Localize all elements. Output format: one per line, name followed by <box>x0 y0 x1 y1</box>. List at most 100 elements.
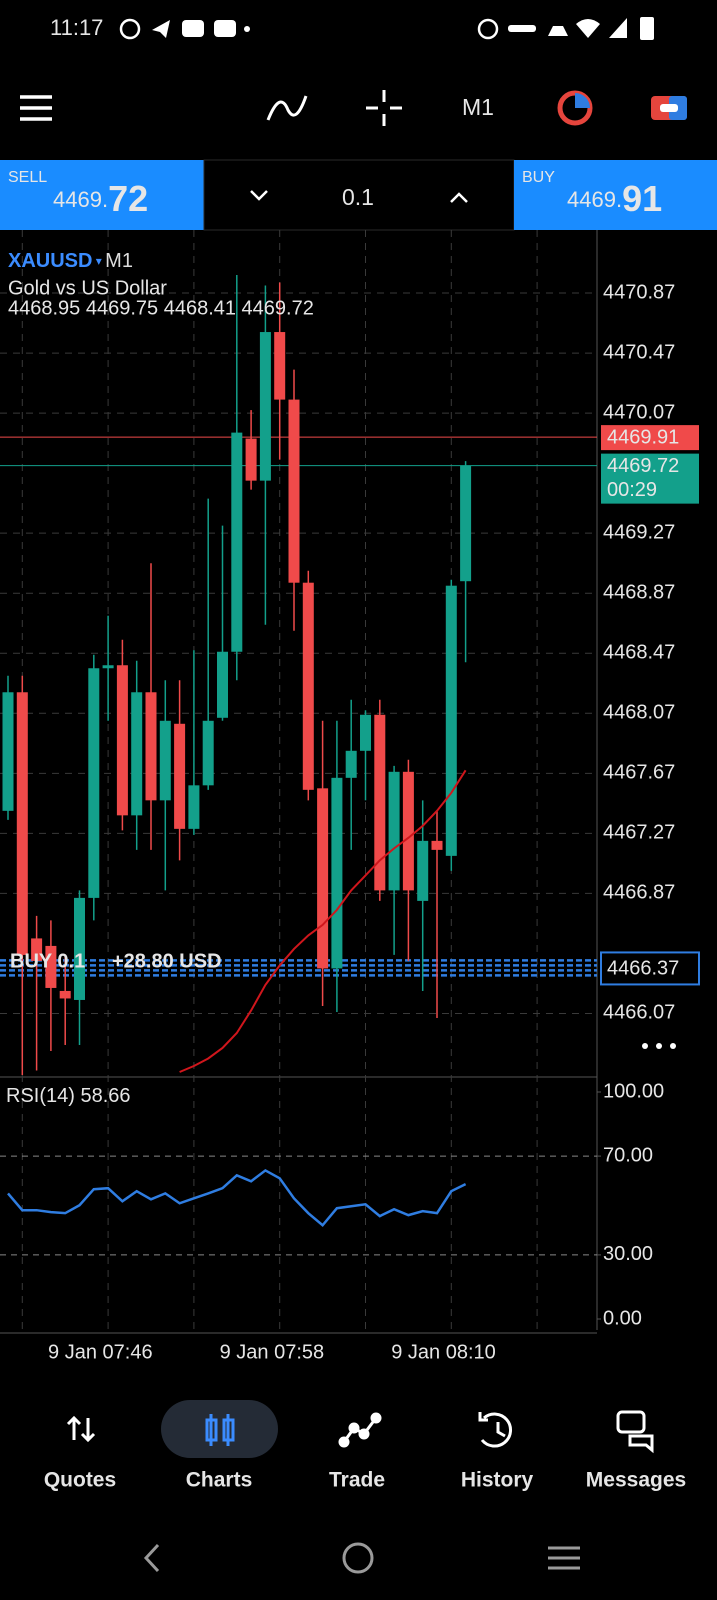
candle-body <box>360 714 371 751</box>
candle-body <box>45 945 57 988</box>
buy-button[interactable] <box>514 160 717 230</box>
one-click-button[interactable] <box>557 90 593 126</box>
nav-recents[interactable] <box>548 1546 580 1570</box>
nav-tab-label[interactable]: Messages <box>586 1469 686 1492</box>
timeframe-button[interactable]: M1 <box>462 94 494 120</box>
time-tick-label: 9 Jan 07:58 <box>220 1341 325 1363</box>
nav-tab-label[interactable]: Quotes <box>44 1469 116 1492</box>
rsi-line <box>7 1168 467 1228</box>
candle-body <box>131 692 143 816</box>
candle-body <box>302 582 314 790</box>
bid-label: 4469.72 <box>607 455 679 477</box>
price-tick-label: 4468.07 <box>603 702 675 724</box>
indicators-button[interactable] <box>266 95 308 121</box>
price-tick-label: 4470.07 <box>603 401 675 423</box>
candle-body <box>31 938 43 961</box>
crosshair-button[interactable] <box>366 90 402 126</box>
price-tick-label: 4468.87 <box>603 581 675 603</box>
more-button[interactable] <box>642 1043 676 1049</box>
candle-body <box>245 438 257 481</box>
candle-body <box>16 692 28 955</box>
bottom-nav: Quotes Charts Trade History Messages <box>44 1469 686 1492</box>
price-tick-label: 4467.67 <box>603 762 675 784</box>
toolbar: M1 <box>20 90 687 126</box>
candle-body <box>231 432 243 652</box>
volume-down[interactable] <box>250 190 268 201</box>
candle-body <box>145 692 157 801</box>
price-tick-label: 4468.47 <box>603 642 675 664</box>
active-tab-pill <box>161 1400 278 1458</box>
position-price: 4466.37 <box>607 958 679 980</box>
price-tick-label: 4467.27 <box>603 822 675 844</box>
sell-label: SELL <box>8 169 47 186</box>
position-profit: +28.80 USD <box>112 951 222 973</box>
candle-body <box>88 668 100 898</box>
bar-countdown: 00:29 <box>607 479 657 501</box>
time-tick-label: 9 Jan 08:10 <box>391 1341 496 1363</box>
rsi-tick-label: 100.00 <box>603 1080 664 1102</box>
candle-body <box>288 399 300 583</box>
symbol-header: XAUUSD ▾ M1 <box>8 250 133 272</box>
nav-tab-label[interactable]: Charts <box>186 1469 253 1492</box>
messages-icon <box>616 1410 654 1454</box>
buy-price: 4469.91 <box>567 178 662 219</box>
ohlc-header: 4468.95 4469.75 4468.41 4469.72 <box>8 297 314 319</box>
candle-body <box>217 651 228 718</box>
charts-icon <box>205 1414 235 1446</box>
nav-back[interactable] <box>143 1543 160 1573</box>
candle-body <box>388 771 400 891</box>
ask-label-box <box>601 425 699 451</box>
sell-price: 4469.72 <box>53 178 148 219</box>
rsi-title: RSI(14) 58.66 <box>6 1085 131 1107</box>
candle-body <box>331 777 343 969</box>
candle-body <box>174 723 186 829</box>
candle-body <box>159 720 171 801</box>
marks <box>0 275 597 1228</box>
position-price-box <box>600 951 700 986</box>
symbol-description: Gold vs US Dollar <box>8 277 167 299</box>
moving-average <box>179 769 467 1073</box>
trade-icon <box>338 1412 382 1448</box>
candle-body <box>402 771 414 891</box>
candle-body <box>2 692 14 811</box>
rsi-tick-label: 0.00 <box>603 1307 642 1329</box>
trade-button[interactable] <box>651 96 687 120</box>
price-tick-label: 4466.07 <box>603 1002 675 1024</box>
price-tick-label: 4470.87 <box>603 281 675 303</box>
rsi-tick-label: 30.00 <box>603 1243 653 1265</box>
nav-tab-label[interactable]: History <box>461 1469 534 1492</box>
volume-up[interactable] <box>450 192 468 203</box>
price-tick-label: 4470.47 <box>603 341 675 363</box>
bid-label-box <box>601 453 699 504</box>
buy-label: BUY <box>522 169 555 186</box>
candle-body <box>345 750 357 778</box>
candle-body <box>59 990 71 999</box>
menu-button[interactable] <box>20 95 52 121</box>
candle-body <box>202 720 214 786</box>
price-tick-label: 4466.87 <box>603 882 675 904</box>
candle-body <box>259 332 271 481</box>
status-time: 11:17 <box>50 15 103 40</box>
ask-label: 4469.91 <box>607 426 679 448</box>
candle-body <box>445 585 457 856</box>
volume[interactable]: 0.1 <box>342 184 374 210</box>
price-tick-label: 4469.27 <box>603 521 675 543</box>
quotes-icon <box>66 1415 96 1443</box>
sell-button[interactable] <box>0 160 204 230</box>
candle-body <box>274 332 286 400</box>
nav-tab-label[interactable]: Trade <box>329 1469 385 1492</box>
history-icon <box>478 1412 513 1448</box>
nav-home[interactable] <box>342 1542 374 1574</box>
position-label: BUY 0.1 <box>10 951 85 973</box>
candle-body <box>417 840 429 901</box>
candle-body <box>102 665 114 669</box>
candle-body <box>374 714 386 891</box>
candle-body <box>74 897 85 1000</box>
candle-body <box>116 665 128 816</box>
candle-body <box>317 788 329 969</box>
candle-body <box>188 785 200 829</box>
time-tick-label: 9 Jan 07:46 <box>48 1341 153 1363</box>
candle-body <box>460 465 472 582</box>
